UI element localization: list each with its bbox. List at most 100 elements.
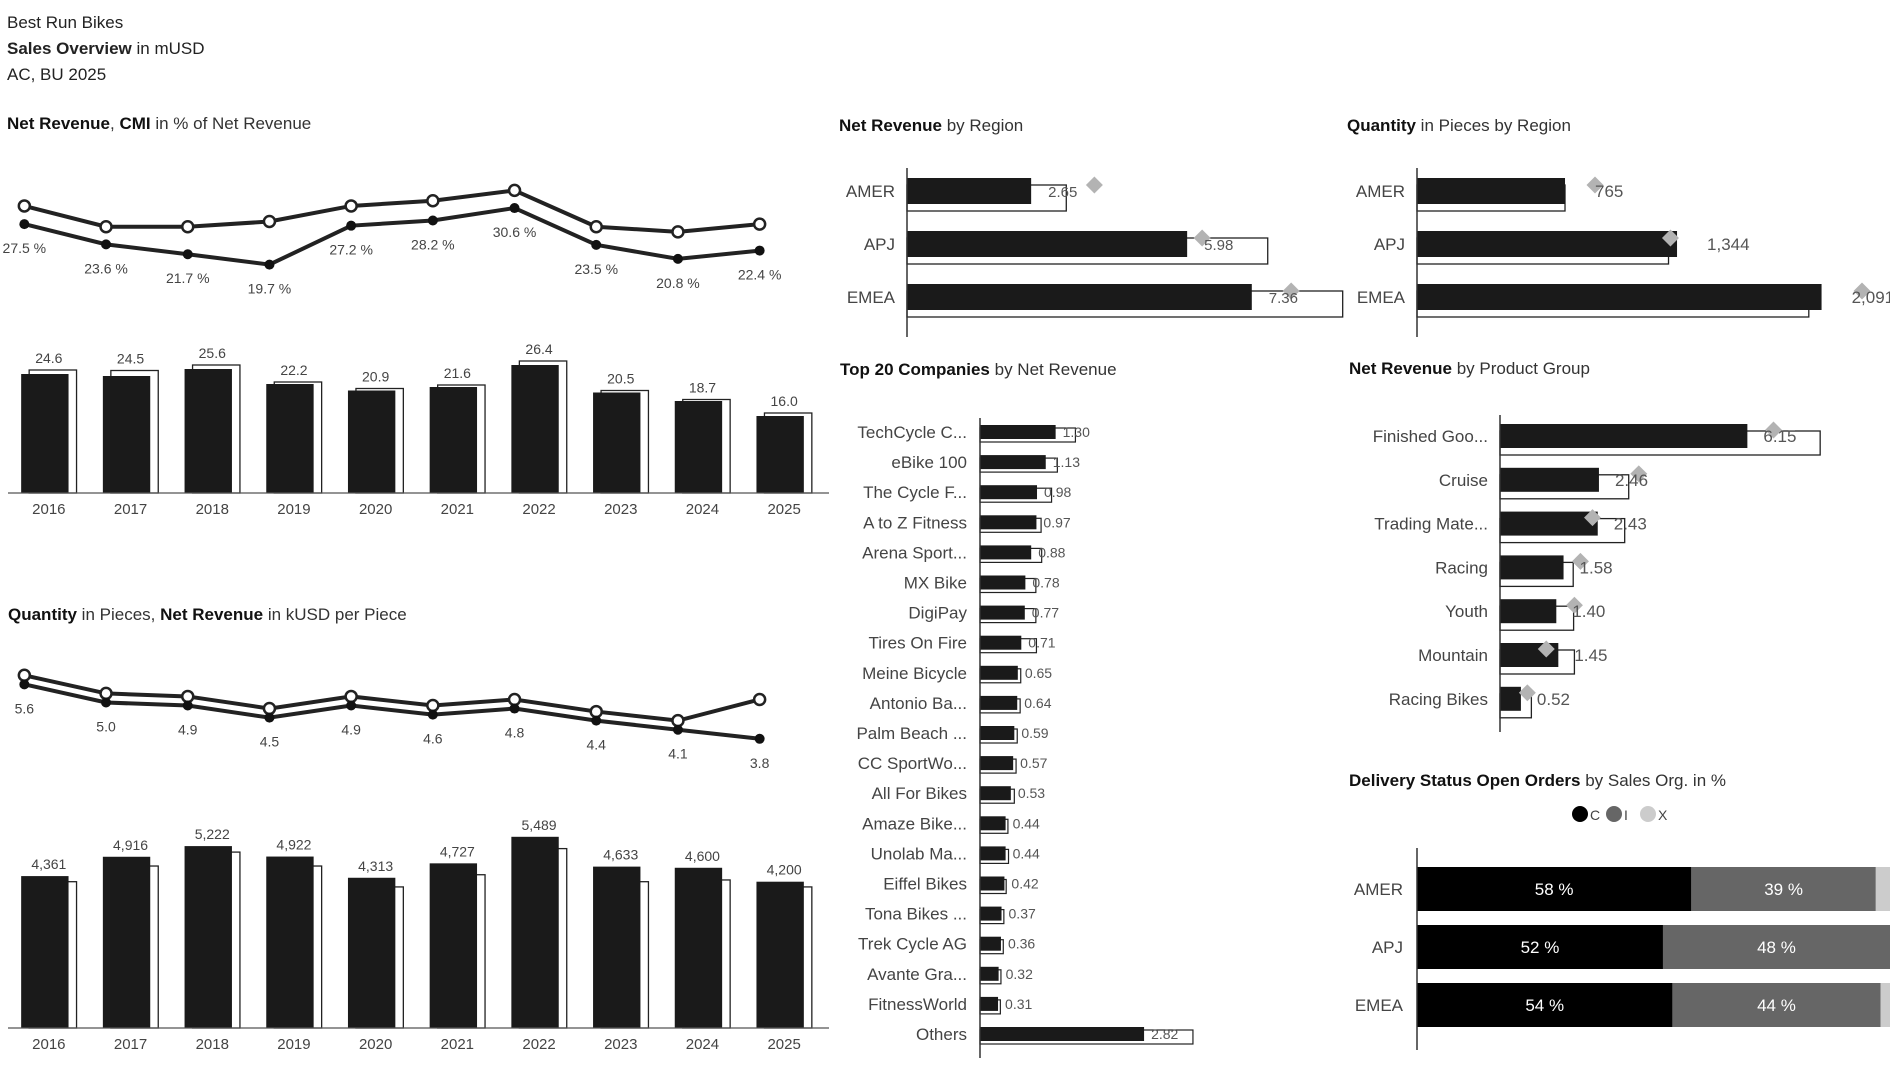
point-bu-2016 [17, 199, 32, 213]
bar-ac-2024 [674, 401, 723, 493]
bar-label-2022: 5,489 [522, 817, 557, 833]
point-ac-2019 [264, 712, 275, 723]
line-label-2024: 4.1 [668, 746, 688, 762]
line-label-2022: 30.6 % [493, 224, 537, 240]
title-part: by Sales Org. in % [1580, 771, 1726, 790]
bar-ac-AMER [1417, 178, 1566, 204]
point-bu-2019 [262, 701, 277, 716]
x-tick-2017: 2017 [114, 501, 147, 518]
bar-ac-2022 [511, 836, 559, 1028]
line-label-2023: 23.5 % [574, 261, 618, 277]
line-label-2022: 4.8 [505, 725, 525, 741]
category-label-Racing Bikes: Racing Bikes [1389, 690, 1488, 709]
point-ac-2022 [509, 203, 520, 214]
report-title-bold: Sales Overview [7, 39, 132, 58]
title-part: Quantity [1347, 116, 1416, 135]
company-label-Amaze Bike...: Amaze Bike... [862, 814, 967, 833]
report-title: Sales Overview in mUSD [7, 36, 205, 62]
bar-ac-MX Bike [980, 575, 1026, 590]
report-header: Best Run Bikes Sales Overview in mUSD AC… [7, 10, 205, 88]
panel-title-top-companies: Top 20 Companies by Net Revenue [840, 360, 1117, 380]
bar-label-2025: 16.0 [771, 393, 798, 409]
bar-ac-2023 [593, 392, 641, 493]
bar-ac-Trading Mate... [1500, 511, 1598, 536]
bar-ac-2016 [21, 374, 69, 493]
bar-ac-2019 [266, 856, 314, 1028]
segment-label-C-APJ: 52 % [1521, 938, 1560, 957]
point-bu-2025 [752, 692, 767, 707]
x-tick-2020: 2020 [359, 1036, 392, 1053]
bar-ac-A to Z Fitness [980, 515, 1037, 530]
title-part: Net Revenue [160, 605, 264, 624]
bar-ac-Avante Gra... [980, 966, 999, 981]
point-bu-2016 [17, 668, 32, 683]
line-label-2020: 27.2 % [329, 242, 373, 258]
value-label-Arena Sport...: 0.88 [1038, 544, 1065, 560]
x-tick-2016: 2016 [32, 1036, 65, 1053]
title-part: in Pieces by Region [1415, 116, 1571, 135]
bar-label-2023: 4,633 [603, 847, 638, 863]
bar-ac-Arena Sport... [980, 545, 1032, 560]
legend-label-C: C [1590, 807, 1600, 823]
x-tick-2025: 2025 [767, 1036, 800, 1053]
bar-label-2019: 22.2 [280, 362, 307, 378]
value-label-Antonio Ba...: 0.64 [1024, 695, 1051, 711]
x-tick-2023: 2023 [604, 501, 637, 518]
company-label-Others: Others [916, 1025, 967, 1044]
x-tick-2021: 2021 [441, 1036, 474, 1053]
segment-label-I-EMEA: 44 % [1757, 996, 1796, 1015]
legend-dot-C [1572, 806, 1588, 822]
x-tick-2017: 2017 [114, 1036, 147, 1053]
value-label-Youth: 1.40 [1572, 602, 1605, 621]
bar-label-2024: 18.7 [689, 380, 716, 396]
bar-ac-2017 [102, 376, 151, 493]
title-part: Net Revenue [1349, 359, 1452, 378]
line-label-2025: 3.8 [750, 755, 770, 771]
x-tick-2019: 2019 [277, 1036, 310, 1053]
line-label-2016: 5.6 [15, 700, 35, 716]
company-label-Antonio Ba...: Antonio Ba... [870, 694, 967, 713]
point-ac-2019 [264, 259, 275, 270]
bar-ac-2019 [266, 384, 314, 493]
value-label-All For Bikes: 0.53 [1018, 785, 1045, 801]
segment-X-EMEA [1880, 983, 1890, 1027]
title-part: in Pieces, [76, 605, 161, 624]
bar-ac-Antonio Ba... [980, 695, 1018, 710]
point-bu-2023 [589, 704, 603, 719]
bar-label-2019: 4,922 [276, 837, 311, 853]
company-label-DigiPay: DigiPay [908, 604, 967, 623]
segment-I-AMER [1691, 867, 1876, 911]
panel-title-net-revenue-region: Net Revenue by Region [839, 116, 1023, 136]
category-label-APJ: APJ [1374, 235, 1405, 254]
point-ac-2020 [346, 700, 357, 711]
point-bu-2022 [507, 183, 522, 198]
value-label-Trading Mate...: 2.43 [1614, 515, 1647, 534]
bar-ac-2021 [429, 387, 478, 493]
company-label-A to Z Fitness: A to Z Fitness [863, 513, 967, 532]
company-label-Unolab Ma...: Unolab Ma... [871, 844, 967, 863]
bar-ac-2025 [756, 416, 804, 493]
value-label-TechCycle C...: 1.30 [1063, 424, 1090, 440]
bar-ac-Palm Beach ... [980, 726, 1015, 740]
bar-ac-eBike 100 [980, 455, 1046, 470]
line-label-2019: 19.7 % [248, 281, 292, 297]
title-part: by Product Group [1451, 359, 1590, 378]
segment-C-EMEA [1417, 983, 1673, 1027]
title-part: , [109, 114, 120, 133]
point-ac-2021 [427, 709, 438, 720]
bar-ac-APJ [907, 231, 1188, 257]
panel-title-delivery-status: Delivery Status Open Orders by Sales Org… [1349, 771, 1726, 791]
point-ac-2023 [591, 239, 602, 250]
x-tick-2018: 2018 [196, 501, 229, 518]
company-label-The Cycle F...: The Cycle F... [863, 483, 967, 502]
point-bu-2020 [344, 689, 358, 704]
title-part: by Region [941, 116, 1024, 135]
bar-ac-Finished Goo... [1500, 424, 1748, 448]
company-label-FitnessWorld: FitnessWorld [868, 995, 967, 1014]
report-subtitle: AC, BU 2025 [7, 65, 107, 84]
bar-ac-2022 [511, 365, 559, 493]
category-label-EMEA: EMEA [1355, 996, 1404, 1015]
company-label-Meine Bicycle: Meine Bicycle [862, 664, 967, 683]
marker-py-Racing [1571, 552, 1589, 570]
